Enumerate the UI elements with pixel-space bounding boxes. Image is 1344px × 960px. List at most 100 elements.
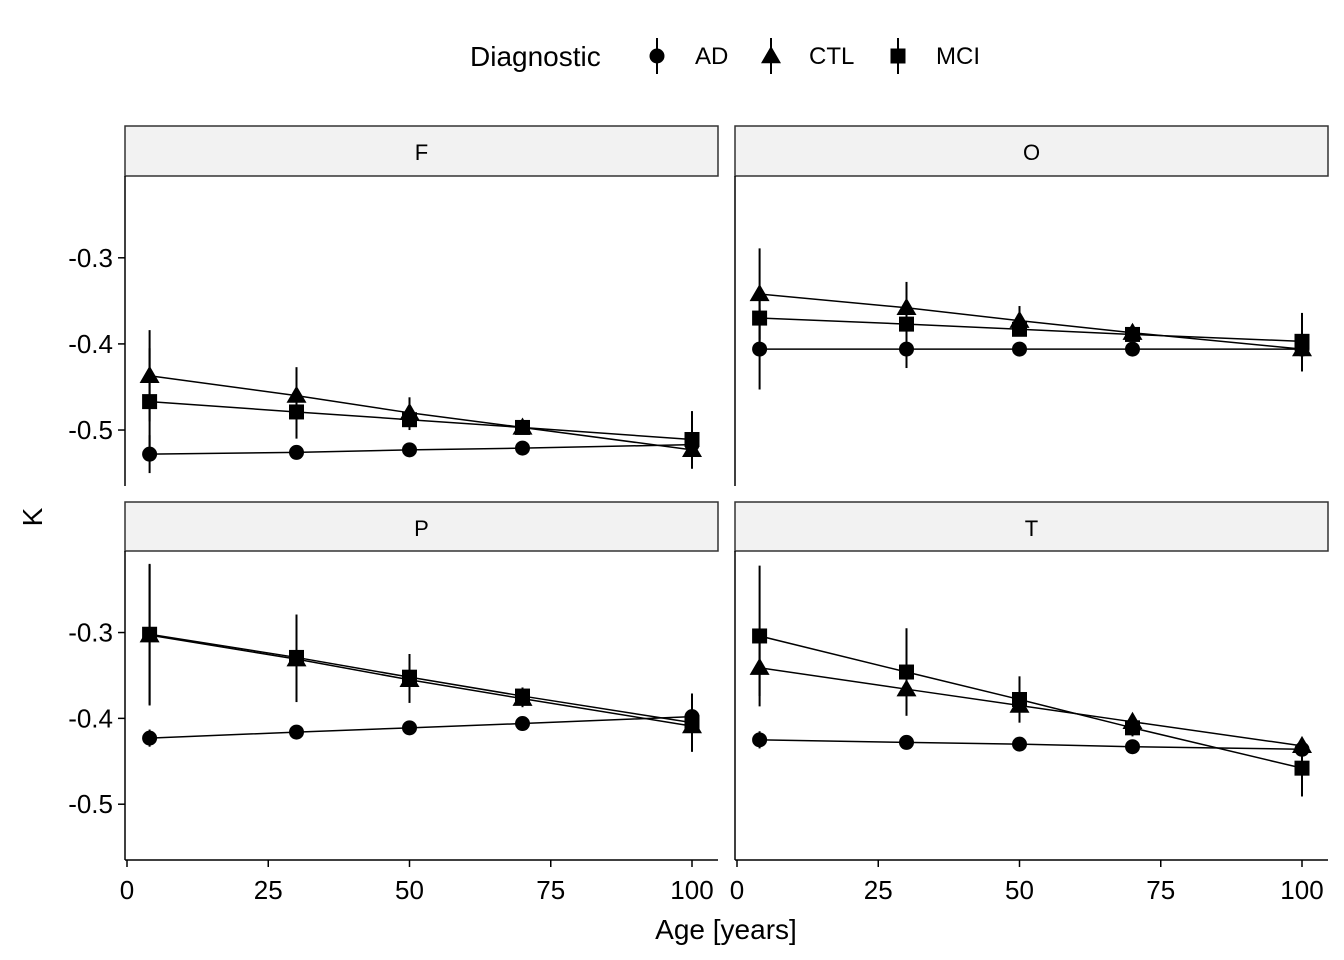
series-line	[149, 633, 693, 724]
series-ctl	[139, 564, 702, 752]
data-point	[752, 310, 768, 326]
series-mci	[142, 348, 700, 468]
legend-item-mci: MCI	[890, 38, 980, 74]
series-line	[149, 375, 693, 451]
x-tick-label: 0	[730, 875, 744, 905]
data-point	[515, 419, 530, 435]
data-point	[402, 720, 417, 736]
x-tick-label: 75	[536, 875, 565, 905]
facet-strip-label: O	[1023, 140, 1040, 165]
data-point	[289, 404, 304, 420]
x-axis-title: Age [years]	[655, 914, 797, 945]
facet-panel-F: F -0.3 -0.4 -0.5	[68, 125, 719, 486]
data-point	[1294, 333, 1310, 349]
x-tick-label: 25	[254, 875, 283, 905]
data-point	[899, 316, 914, 332]
data-point	[142, 730, 158, 746]
legend-key-square-icon	[890, 48, 906, 64]
legend-item-ctl: CTL	[761, 38, 854, 74]
x-tick-label: 50	[395, 875, 424, 905]
series-line	[759, 635, 1303, 769]
data-point	[289, 724, 304, 740]
data-point	[684, 432, 700, 447]
data-point	[402, 669, 417, 685]
series-line	[149, 400, 693, 441]
y-tick-label: -0.3	[68, 243, 113, 273]
facet-panel-P: P 0 25 50 75 100 -0.3 -0.4 -0.5	[68, 501, 719, 905]
data-point	[1125, 739, 1140, 755]
data-point	[402, 442, 417, 458]
y-axis-title: K	[17, 507, 48, 526]
legend: Diagnostic AD CTL MCI	[470, 38, 980, 74]
series-ctl	[139, 330, 702, 469]
data-point	[896, 297, 917, 315]
data-point	[1012, 691, 1027, 707]
facet-strip-label: P	[414, 516, 429, 541]
facet-strip-label: T	[1025, 516, 1038, 541]
data-point	[402, 412, 417, 428]
facet-panel-T: T 0 25 50 75 100	[730, 501, 1329, 905]
series-mci	[752, 290, 1310, 370]
data-point	[899, 341, 914, 357]
series-ctl	[749, 639, 1312, 754]
series-line	[149, 634, 693, 727]
series-ad	[142, 435, 700, 474]
data-point	[515, 440, 530, 456]
data-point	[684, 715, 700, 731]
data-point	[1012, 321, 1027, 337]
data-point	[289, 444, 304, 460]
data-point	[899, 734, 914, 750]
facet-panels: F -0.3 -0.4 -0.5 O P 0 25 50 75 100 -0.3 -0.4 -0.5 T 0 2…	[68, 125, 1329, 905]
legend-key-circle-icon	[649, 48, 665, 64]
data-point	[1012, 341, 1027, 357]
data-point	[1125, 341, 1140, 357]
data-point	[515, 688, 530, 704]
series-line	[759, 666, 1303, 747]
x-tick-label: 75	[1146, 875, 1175, 905]
legend-label-mci: MCI	[936, 43, 980, 70]
x-tick-label: 100	[670, 875, 713, 905]
data-point	[1294, 760, 1310, 776]
y-tick-label: -0.3	[68, 618, 113, 648]
data-point	[515, 716, 530, 732]
facet-strip-label: F	[415, 140, 428, 165]
x-tick-label: 0	[120, 875, 134, 905]
facet-strip	[734, 501, 1329, 552]
legend-label-ctl: CTL	[809, 43, 854, 70]
legend-label-ad: AD	[695, 43, 728, 70]
data-point	[752, 341, 768, 357]
y-tick-label: -0.4	[68, 329, 113, 359]
series-line	[149, 715, 693, 739]
data-point	[142, 394, 158, 410]
data-point	[752, 628, 768, 644]
series-line	[149, 443, 693, 455]
facet-panel-O: O	[734, 125, 1329, 486]
data-point	[142, 626, 158, 642]
x-tick-label: 50	[1005, 875, 1034, 905]
data-point	[1125, 720, 1140, 736]
legend-item-ad: AD	[649, 38, 728, 74]
legend-items: AD CTL MCI	[649, 38, 980, 74]
facet-strip	[124, 125, 719, 177]
legend-key-triangle-icon	[761, 46, 781, 64]
x-tick-label: 100	[1280, 875, 1323, 905]
facet-strip	[124, 501, 719, 552]
data-point	[1012, 736, 1027, 752]
y-tick-label: -0.5	[68, 789, 113, 819]
series-line	[759, 739, 1303, 751]
data-point	[899, 664, 914, 680]
series-mci	[752, 565, 1310, 797]
legend-title: Diagnostic	[470, 41, 601, 72]
data-point	[752, 732, 768, 748]
series-ctl	[749, 248, 1312, 372]
series-mci	[142, 563, 700, 749]
data-point	[1125, 326, 1140, 342]
series-ad	[142, 693, 700, 747]
y-tick-label: -0.5	[68, 415, 113, 445]
x-tick-label: 25	[864, 875, 893, 905]
facet-strip	[734, 125, 1329, 177]
data-point	[289, 649, 304, 665]
series-ad	[752, 308, 1310, 390]
y-tick-label: -0.4	[68, 703, 113, 733]
